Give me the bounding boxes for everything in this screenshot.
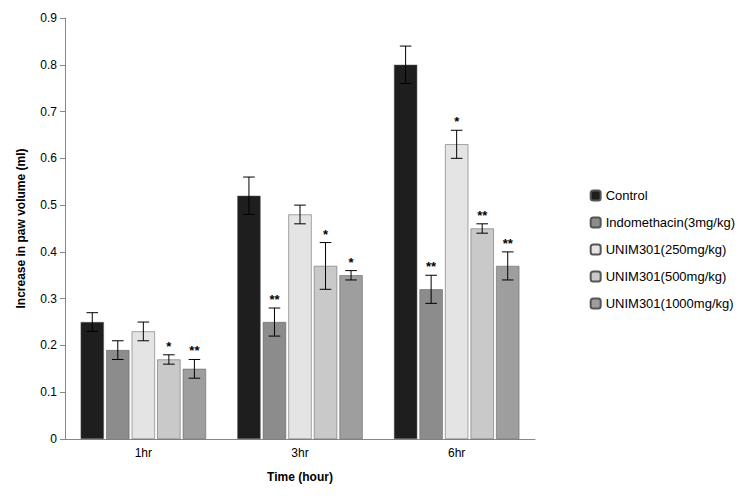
svg-text:0.9: 0.9 — [40, 11, 57, 25]
svg-text:*: * — [349, 255, 355, 270]
svg-text:1hr: 1hr — [135, 446, 152, 460]
svg-text:0.6: 0.6 — [40, 151, 57, 165]
svg-text:**: ** — [269, 292, 280, 307]
svg-text:**: ** — [426, 259, 437, 274]
svg-text:UNIM301(500mg/kg): UNIM301(500mg/kg) — [606, 269, 727, 284]
svg-text:3hr: 3hr — [291, 446, 308, 460]
svg-text:0.3: 0.3 — [40, 292, 57, 306]
svg-text:0.8: 0.8 — [40, 58, 57, 72]
svg-text:Increase in paw volume (ml): Increase in paw volume (ml) — [14, 148, 28, 308]
svg-text:Indomethacin(3mg/kg): Indomethacin(3mg/kg) — [606, 215, 735, 230]
svg-text:0.1: 0.1 — [40, 385, 57, 399]
svg-text:*: * — [454, 114, 460, 129]
svg-text:*: * — [166, 339, 172, 354]
svg-text:UNIM301(250mg/kg): UNIM301(250mg/kg) — [606, 242, 727, 257]
svg-text:**: ** — [189, 343, 200, 358]
svg-text:Time (hour): Time (hour) — [267, 470, 333, 484]
svg-text:0.5: 0.5 — [40, 198, 57, 212]
svg-text:0.4: 0.4 — [40, 245, 57, 259]
svg-text:*: * — [323, 227, 329, 242]
svg-text:**: ** — [503, 236, 514, 251]
svg-text:**: ** — [477, 208, 488, 223]
svg-text:0.2: 0.2 — [40, 338, 57, 352]
svg-text:0.7: 0.7 — [40, 105, 57, 119]
svg-text:UNIM301(1000mg/kg): UNIM301(1000mg/kg) — [606, 296, 734, 311]
svg-text:Control: Control — [606, 188, 648, 203]
svg-text:6hr: 6hr — [448, 446, 465, 460]
svg-text:0: 0 — [50, 432, 57, 446]
